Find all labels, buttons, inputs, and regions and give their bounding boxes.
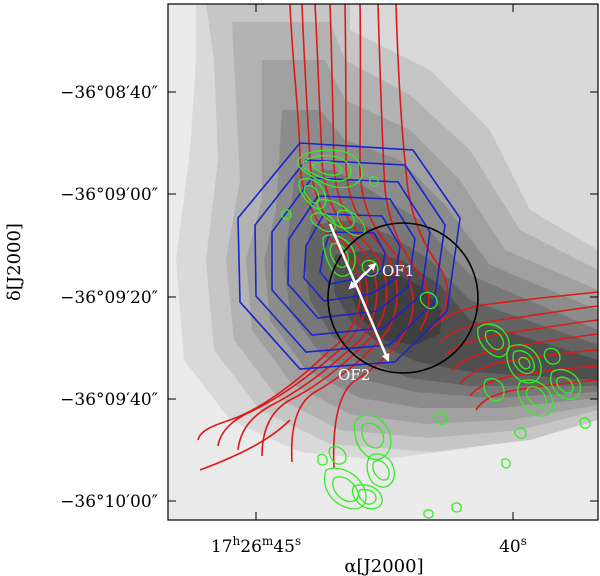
y-tick-label: −36°09′20″ xyxy=(60,288,158,308)
arrow-of2 xyxy=(328,223,390,362)
tick-marks xyxy=(168,4,598,520)
y-tick-label: −36°10′00″ xyxy=(60,492,158,512)
beam-circle xyxy=(327,222,479,374)
red-contours xyxy=(197,4,598,471)
label-of2: OF2 xyxy=(338,366,370,384)
label-of1: OF1 xyxy=(382,262,414,280)
y-tick-label: −36°09′40″ xyxy=(60,390,158,410)
y-axis-label: δ[J2000] xyxy=(4,223,25,301)
y-tick-labels: −36°08′40″ −36°09′00″ −36°09′20″ −36°09′… xyxy=(60,83,158,512)
plot-frame xyxy=(167,3,599,521)
x-tick-label-left: 17h26m45s xyxy=(211,534,301,557)
x-tick-label-right: 40s xyxy=(499,534,527,557)
arrow-of1-lower xyxy=(348,271,367,290)
y-tick-label: −36°08′40″ xyxy=(60,83,158,103)
blue-contours xyxy=(237,142,461,370)
plot-area: OF1 OF2 xyxy=(168,4,598,520)
outflow-arrows xyxy=(328,223,390,362)
y-tick-label: −36°09′00″ xyxy=(60,185,158,205)
green-contours xyxy=(281,149,591,519)
x-axis-label: α[J2000] xyxy=(344,556,423,576)
